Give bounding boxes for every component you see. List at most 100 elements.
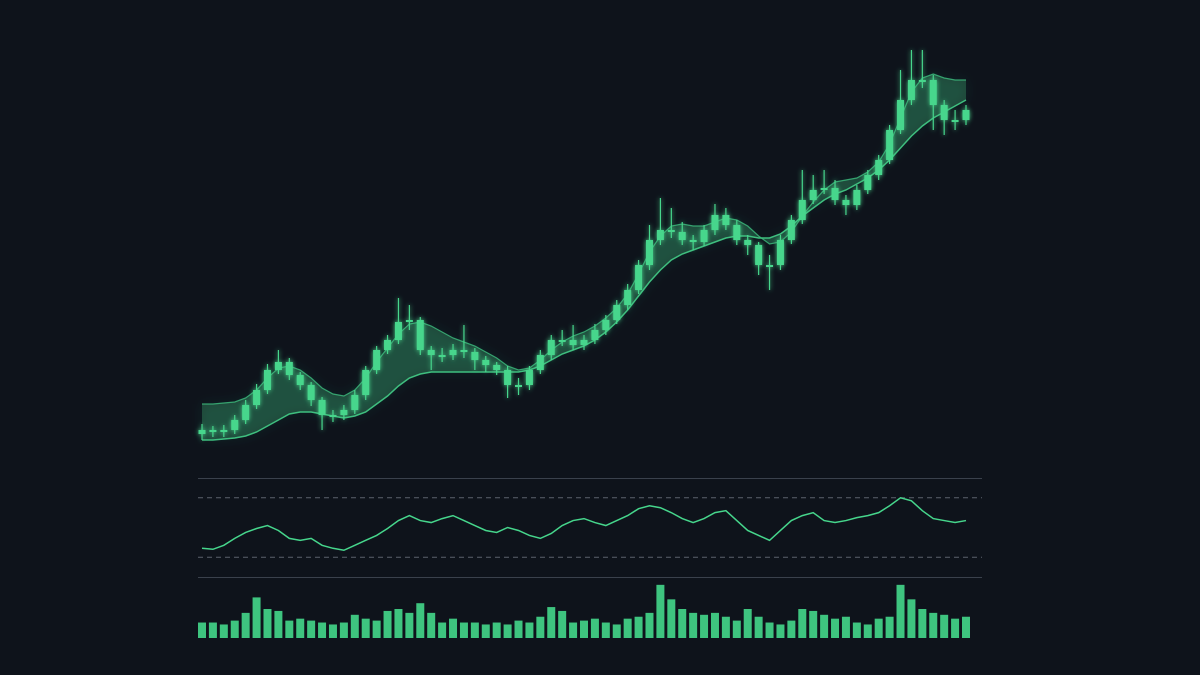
volume-bar — [230, 620, 239, 638]
candle-body — [209, 430, 217, 432]
volume-bar — [754, 616, 763, 638]
band-fill — [202, 74, 966, 440]
candle-body — [940, 105, 948, 120]
candle-body — [416, 320, 424, 350]
candle-body — [962, 110, 970, 120]
volume-bar — [929, 612, 938, 638]
candle-body — [340, 410, 348, 415]
candle-body — [242, 405, 250, 420]
volume-bar — [721, 616, 730, 638]
volume-bar — [809, 610, 818, 638]
candle-body — [525, 370, 533, 385]
candle-body — [645, 240, 653, 265]
candle-body — [678, 232, 686, 240]
candle-body — [471, 352, 479, 360]
candle-body — [220, 430, 228, 432]
candle-body — [886, 130, 894, 160]
candle-body — [460, 350, 468, 352]
candle-body — [831, 188, 839, 200]
volume-bar — [503, 624, 512, 638]
volume-bar — [569, 622, 578, 638]
candle-body — [722, 215, 730, 225]
candle-body — [285, 362, 293, 375]
volume-bar — [536, 616, 545, 638]
volume-bar — [296, 618, 305, 638]
volume-bar — [732, 620, 741, 638]
candle-body — [558, 340, 566, 342]
volume-bar — [274, 610, 283, 638]
candle-body — [405, 320, 413, 322]
candle-body — [929, 80, 937, 105]
candle-body — [253, 390, 261, 405]
volume-bar — [645, 612, 654, 638]
volume-bar — [481, 624, 490, 638]
volume-bar — [580, 620, 588, 638]
candle-body — [602, 320, 610, 330]
candle-body — [711, 215, 719, 230]
volume-bar — [612, 624, 621, 638]
candle-body — [591, 330, 599, 340]
volume-bar — [328, 624, 337, 638]
volume-bar — [743, 609, 752, 638]
candle-body — [449, 350, 457, 355]
candle-body — [918, 80, 926, 82]
candles — [198, 50, 970, 440]
volume-bar — [219, 624, 228, 638]
volume-bar — [634, 616, 643, 638]
candle-body — [482, 360, 490, 365]
volume-bar — [438, 622, 447, 638]
candle-body — [384, 340, 392, 350]
candle-body — [755, 245, 763, 265]
volume-bar — [863, 624, 872, 638]
candle-body — [580, 340, 588, 345]
candle-body — [733, 225, 741, 240]
volume-bar — [547, 607, 556, 638]
volume-bar — [416, 603, 425, 638]
candle-body — [787, 220, 795, 240]
candle-body — [864, 175, 872, 190]
volume-bar — [667, 599, 676, 638]
volume-bar — [874, 618, 883, 638]
volume-bar — [470, 622, 479, 638]
candle-body — [438, 355, 446, 357]
volume-bar — [372, 620, 381, 638]
candle-body — [667, 230, 675, 232]
volume-bar — [263, 609, 272, 638]
volume-bar — [449, 618, 458, 638]
candle-body — [897, 100, 905, 130]
volume-bar — [656, 584, 665, 638]
volume-bar — [896, 584, 905, 638]
volume-bar — [492, 622, 501, 638]
upper-band — [202, 73, 966, 405]
volume-bar — [405, 612, 414, 638]
candle-body — [776, 240, 784, 265]
oscillator-line — [201, 496, 967, 552]
volume-bar — [841, 616, 850, 638]
volume-bar — [241, 612, 250, 638]
candle-body — [493, 365, 501, 370]
candle-body — [263, 370, 271, 390]
candle-body — [296, 375, 304, 385]
volume-bar — [252, 597, 261, 638]
volume-bar — [787, 620, 796, 638]
candle-body — [766, 265, 774, 267]
candle-body — [613, 305, 621, 320]
candle-body — [307, 385, 315, 400]
candle-body — [318, 400, 326, 415]
volume-bar — [700, 614, 709, 638]
candle-body — [569, 340, 577, 345]
volume-bar — [427, 612, 436, 638]
volume-bar — [689, 612, 698, 638]
candle-body — [515, 385, 523, 387]
volume-bar — [951, 618, 960, 638]
volume-bar — [361, 618, 370, 638]
candle-body — [700, 230, 708, 242]
candle-body — [744, 240, 752, 245]
band-glow — [202, 74, 966, 440]
candle-body — [907, 80, 915, 100]
price-panel — [198, 50, 970, 441]
candle-body — [547, 340, 555, 355]
volume-bar — [852, 622, 861, 638]
